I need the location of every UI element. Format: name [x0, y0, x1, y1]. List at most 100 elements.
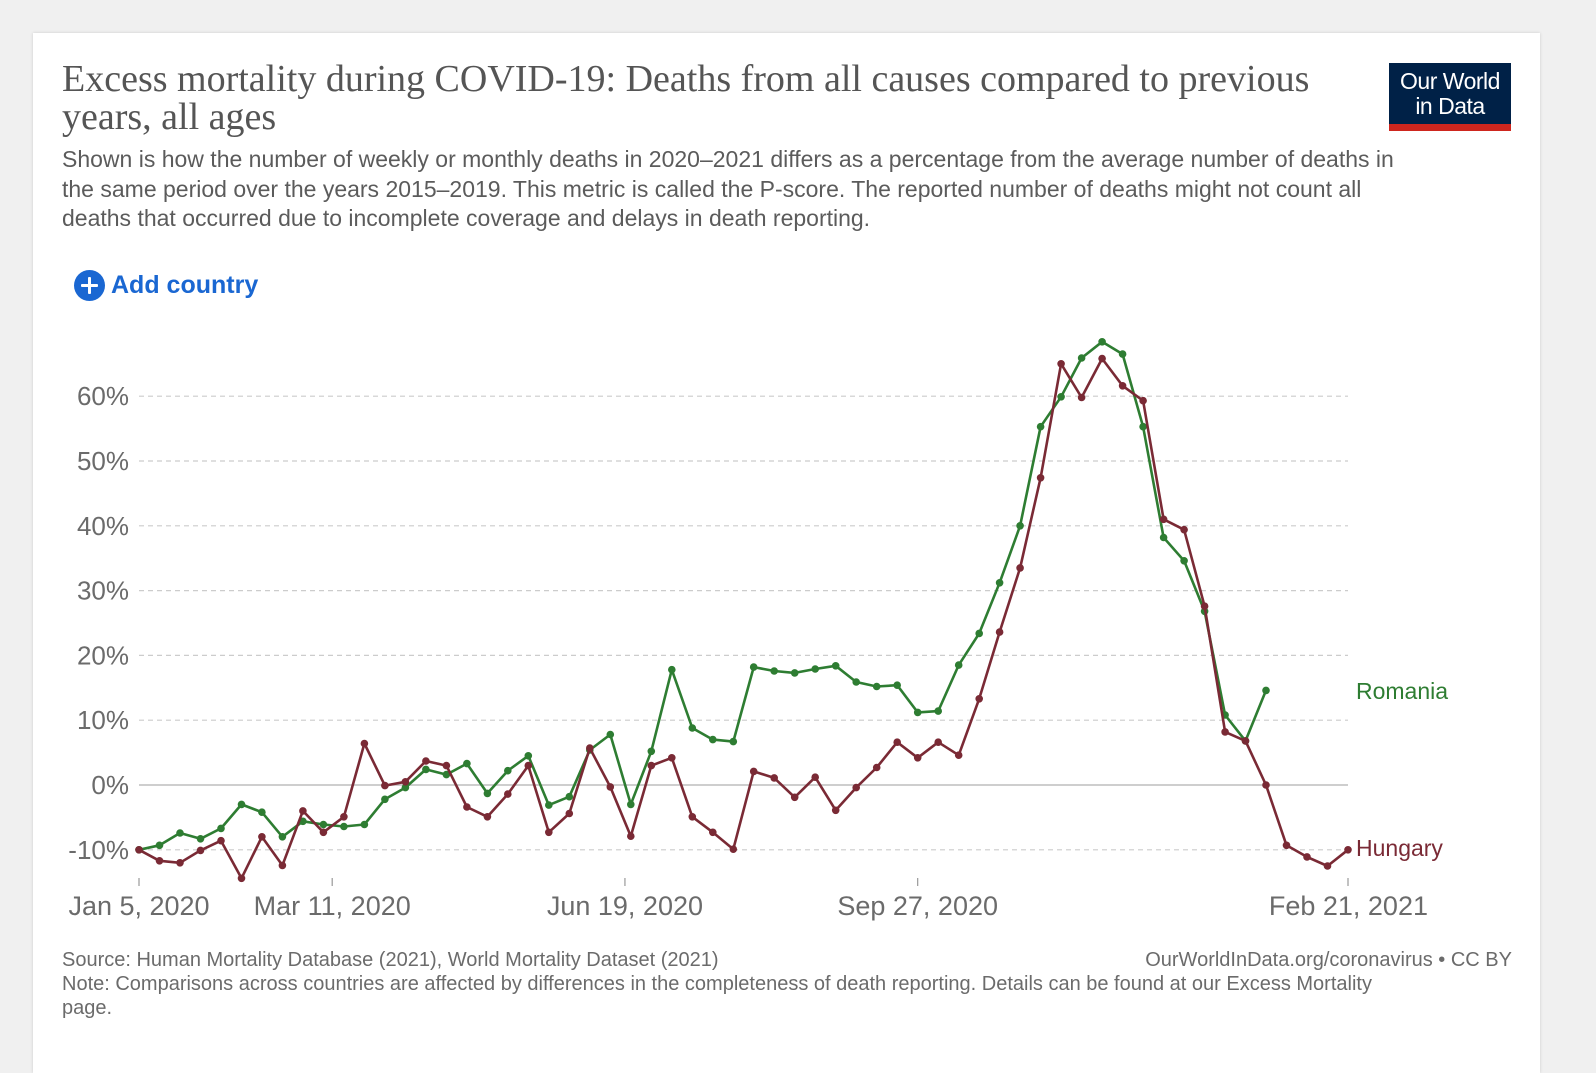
- chart-subtitle: Shown is how the number of weekly or mon…: [62, 146, 1394, 231]
- data-point-hungary: [237, 874, 246, 883]
- y-tick-label: -10%: [68, 835, 129, 865]
- data-point-hungary: [258, 833, 266, 841]
- data-point-romania: [1057, 393, 1065, 401]
- y-tick-label: 40%: [77, 511, 129, 541]
- data-point-hungary: [381, 781, 389, 790]
- data-point-hungary: [831, 806, 840, 815]
- add-country-button[interactable]: Add country: [74, 268, 258, 302]
- data-point-romania: [1139, 422, 1147, 431]
- data-point-hungary: [1282, 841, 1291, 850]
- data-point-romania: [852, 678, 860, 686]
- data-point-hungary: [1098, 354, 1106, 363]
- data-point-hungary: [852, 783, 860, 792]
- data-point-hungary: [135, 846, 143, 854]
- data-point-romania: [831, 662, 840, 670]
- x-tick-label: Sep 27, 2020: [837, 891, 998, 921]
- data-point-hungary: [749, 767, 758, 776]
- data-point-hungary: [1303, 853, 1311, 861]
- data-point-romania: [872, 682, 881, 691]
- series-line-romania: [138, 340, 1268, 852]
- data-point-romania: [811, 665, 819, 673]
- data-point-romania: [524, 752, 533, 760]
- data-point-romania: [319, 820, 328, 829]
- data-point-hungary: [668, 754, 676, 762]
- data-point-hungary: [483, 813, 492, 821]
- data-point-romania: [1118, 350, 1127, 358]
- x-tick-label: Jun 19, 2020: [547, 891, 703, 921]
- source-text: Source: Human Mortality Database (2021),…: [62, 949, 719, 971]
- data-point-romania: [545, 801, 553, 809]
- data-point-hungary: [319, 828, 328, 837]
- data-point-romania: [1159, 533, 1168, 542]
- y-tick-label: 30%: [77, 576, 129, 606]
- license-link[interactable]: OurWorldInData.org/coronavirus • CC BY: [1145, 949, 1512, 971]
- data-point-romania: [504, 766, 512, 775]
- data-point-hungary: [217, 836, 225, 845]
- owid-logo[interactable]: Our World in Data: [1389, 63, 1511, 131]
- data-point-hungary: [565, 809, 574, 818]
- data-point-romania: [627, 800, 635, 809]
- add-country-label: Add country: [111, 270, 259, 299]
- data-point-romania: [1180, 557, 1188, 565]
- data-point-hungary: [1036, 474, 1045, 482]
- data-point-romania: [729, 737, 738, 746]
- data-point-romania: [278, 833, 287, 841]
- data-point-hungary: [688, 813, 697, 821]
- data-point-hungary: [954, 751, 963, 759]
- series-line-hungary: [138, 357, 1349, 880]
- data-point-romania: [463, 759, 471, 768]
- data-point-romania: [1016, 522, 1024, 530]
- data-point-romania: [258, 808, 266, 816]
- data-point-hungary: [586, 744, 594, 752]
- data-point-hungary: [770, 774, 778, 782]
- data-point-hungary: [913, 754, 922, 762]
- plus-circle-icon: [74, 269, 105, 301]
- data-point-hungary: [606, 783, 615, 791]
- data-point-hungary: [176, 859, 184, 867]
- data-point-romania: [668, 665, 676, 674]
- data-point-romania: [749, 663, 758, 671]
- data-point-romania: [913, 708, 922, 717]
- data-point-hungary: [155, 857, 164, 865]
- data-point-hungary: [1077, 393, 1086, 402]
- data-point-hungary: [1262, 781, 1270, 789]
- data-point-hungary: [401, 778, 410, 786]
- data-point-romania: [422, 765, 430, 774]
- data-point-romania: [647, 747, 656, 756]
- data-point-romania: [770, 667, 778, 675]
- data-point-hungary: [995, 628, 1004, 636]
- chart-title: Excess mortality during COVID-19: Deaths…: [62, 58, 1310, 138]
- y-tick-label: 10%: [77, 705, 129, 735]
- data-point-romania: [442, 770, 451, 779]
- data-point-hungary: [545, 828, 553, 837]
- series-label-romania: Romania: [1356, 678, 1448, 704]
- data-point-romania: [893, 681, 901, 689]
- data-point-hungary: [278, 861, 287, 870]
- data-point-hungary: [1139, 396, 1147, 405]
- data-point-hungary: [196, 846, 205, 855]
- data-point-hungary: [729, 845, 738, 853]
- data-point-romania: [1036, 422, 1045, 431]
- data-point-romania: [483, 789, 492, 798]
- data-point-hungary: [1180, 525, 1188, 534]
- data-point-romania: [606, 730, 615, 739]
- data-point-romania: [381, 795, 389, 804]
- data-point-hungary: [1323, 862, 1332, 870]
- data-point-hungary: [299, 807, 307, 815]
- x-tick-label: Jan 5, 2020: [68, 891, 209, 921]
- data-point-hungary: [893, 738, 901, 746]
- series-label-hungary: Hungary: [1356, 835, 1443, 861]
- data-point-hungary: [811, 773, 819, 781]
- data-point-hungary: [790, 793, 799, 802]
- data-point-hungary: [934, 738, 942, 746]
- data-point-hungary: [422, 757, 430, 765]
- data-point-romania: [709, 735, 717, 744]
- data-point-hungary: [463, 803, 471, 811]
- data-point-romania: [176, 829, 184, 837]
- data-point-romania: [1098, 338, 1106, 346]
- data-point-romania: [217, 824, 225, 833]
- chart-card: [33, 33, 1540, 1073]
- chart-footer: Source: Human Mortality Database (2021),…: [62, 948, 1512, 1020]
- data-point-romania: [1077, 354, 1086, 362]
